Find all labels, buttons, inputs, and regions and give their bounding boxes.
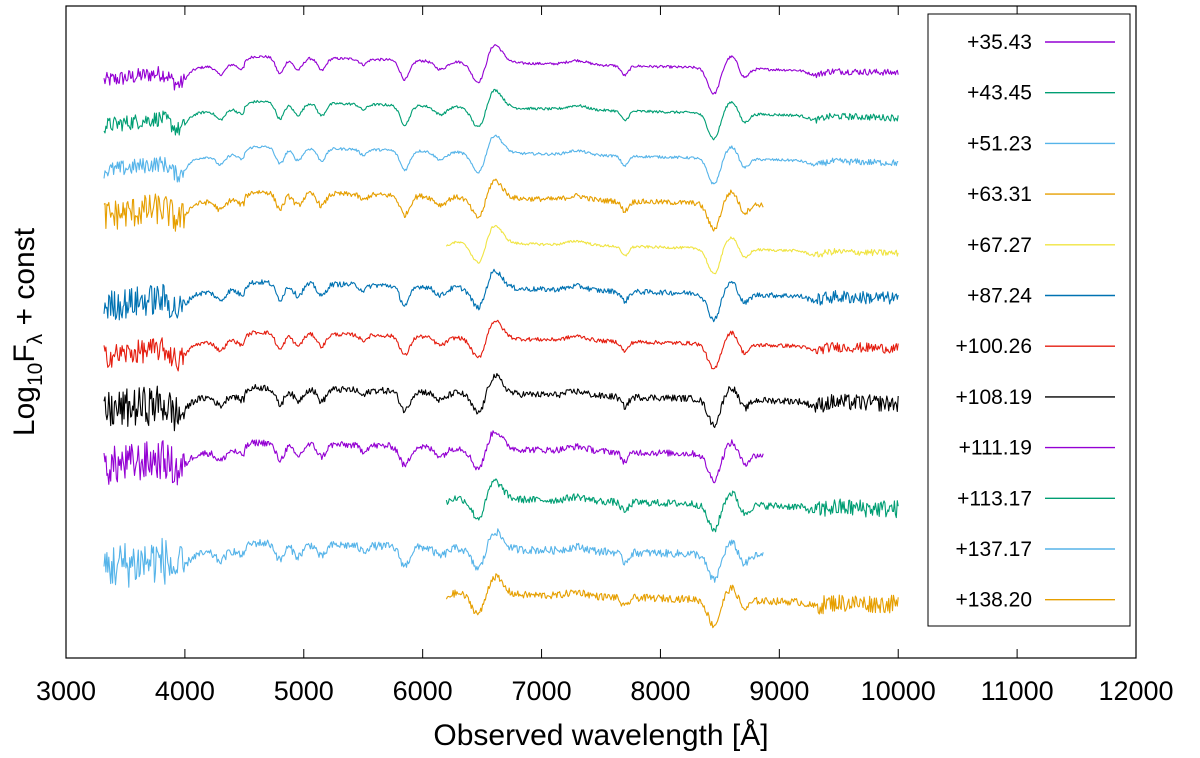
legend-label: +35.43 — [967, 31, 1032, 54]
spectrum-line-2 — [103, 134, 899, 185]
legend-label: +138.20 — [956, 589, 1033, 612]
y-label-prefix: Log — [8, 386, 41, 436]
y-label-main-subscript: λ — [24, 333, 47, 344]
legend-label: +51.23 — [967, 132, 1032, 155]
legend-label: +87.24 — [967, 285, 1032, 308]
x-axis: 3000 4000 5000 6000 7000 8000 9000 10000 11000 12… — [36, 6, 1174, 706]
x-tick-label: 10000 — [861, 676, 936, 706]
y-label-subscript: 10 — [24, 363, 47, 386]
legend-label: +111.19 — [959, 437, 1032, 460]
spectrum-line-0 — [103, 44, 899, 95]
spectrum-line-10 — [103, 528, 764, 588]
x-tick-label: 12000 — [1098, 676, 1173, 706]
spectrum-line-7 — [103, 372, 899, 432]
legend: +35.43 +43.45 +51.23 +63.31 +67.27 +87.24 +100… — [927, 13, 1131, 627]
legend-label: +108.19 — [956, 386, 1033, 409]
series-layer — [103, 44, 899, 629]
x-tick-label: 7000 — [512, 676, 572, 706]
x-tick-label: 5000 — [274, 676, 334, 706]
plot-frame — [65, 5, 1137, 659]
legend-label: +43.45 — [967, 82, 1032, 105]
legend-label: +63.31 — [967, 183, 1032, 206]
x-tick-label: 11000 — [981, 676, 1054, 706]
spectrum-line-5 — [103, 268, 899, 323]
y-label-main: F — [8, 344, 41, 362]
spectrum-line-8 — [103, 430, 764, 486]
y-label-suffix: + const — [8, 227, 41, 334]
spectrum-line-6 — [103, 319, 899, 372]
legend-label: +113.17 — [957, 487, 1032, 510]
y-axis-label: Log10Fλ + const — [8, 227, 47, 436]
x-axis-label: Observed wavelength [Å] — [433, 719, 768, 752]
legend-label: +137.17 — [956, 538, 1033, 561]
legend-label: +100.26 — [956, 335, 1033, 358]
x-tick-label: 6000 — [393, 676, 453, 706]
spectrum-line-9 — [445, 478, 899, 533]
x-tick-label: 8000 — [630, 676, 690, 706]
x-tick-label: 4000 — [155, 676, 215, 706]
spectrum-line-11 — [445, 573, 899, 629]
legend-box — [927, 13, 1131, 627]
x-tick-label: 3000 — [36, 676, 96, 706]
spectrum-line-3 — [103, 178, 764, 232]
spectrum-line-4 — [445, 224, 899, 275]
x-tick-label: 9000 — [749, 676, 809, 706]
legend-label: +67.27 — [967, 234, 1032, 257]
spectrum-line-1 — [103, 88, 899, 141]
